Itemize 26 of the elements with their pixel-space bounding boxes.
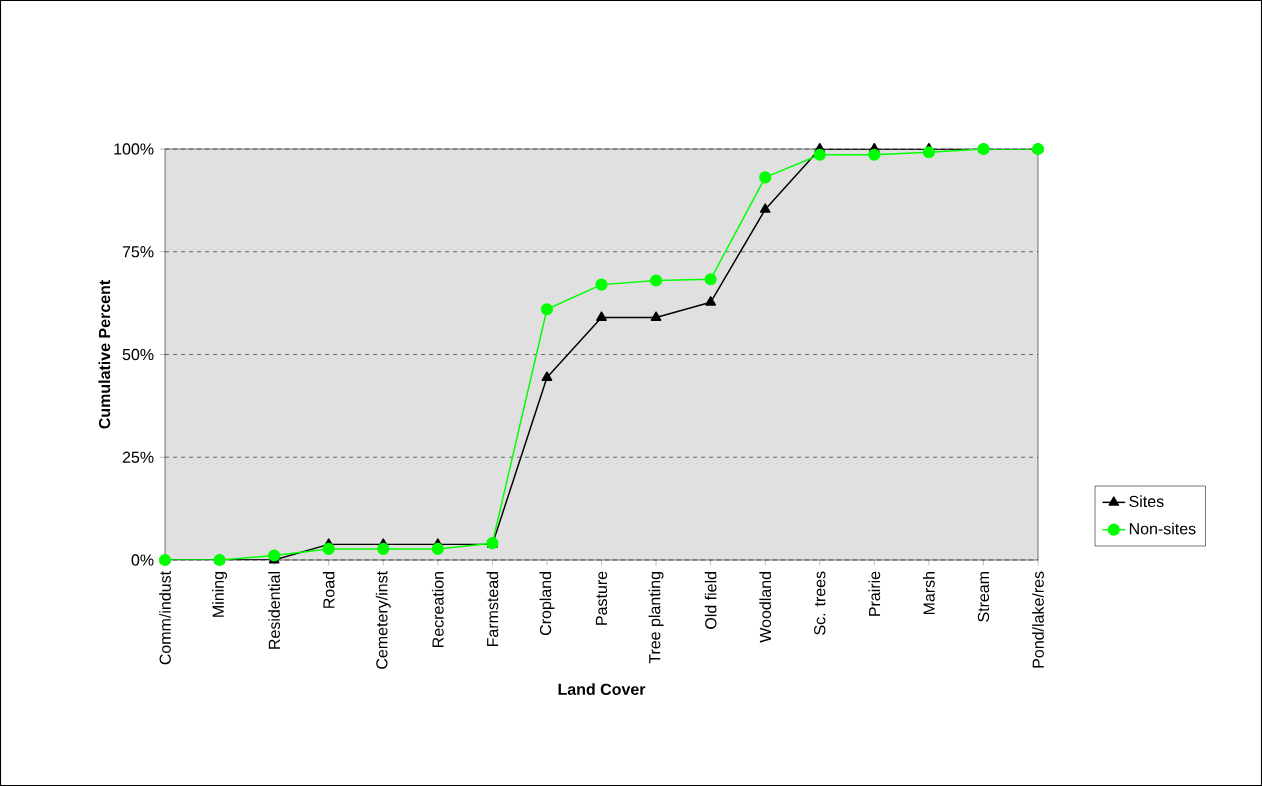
y-tick-label: 100% — [114, 143, 154, 155]
y-tick-label: 25% — [122, 451, 154, 463]
x-tick-label: Tree planting — [648, 572, 664, 664]
x-tick-label: Woodland — [759, 571, 772, 643]
legend-label: Non-sites — [1129, 522, 1196, 535]
x-tick-label: Residential — [268, 572, 280, 649]
x-tick-label: Mining — [212, 571, 228, 617]
y-axis-title: Cumulative Percent — [98, 280, 111, 429]
x-tick-label: Farmstead — [486, 571, 499, 647]
x-tick-label: Marsh — [923, 571, 935, 615]
x-tick-label: Sc. trees — [814, 571, 826, 635]
x-tick-label: Old field — [704, 571, 717, 629]
y-tick-label: 0% — [131, 554, 154, 566]
legend-label: Sites — [1129, 495, 1164, 508]
x-tick-label: Pond/lake/res — [1032, 571, 1044, 668]
x-tick-label: Prairie — [868, 571, 881, 616]
x-tick-label: Cemetery/inst — [375, 571, 391, 669]
x-tick-label: Road — [322, 571, 335, 608]
x-tick-label: Cropland — [539, 571, 555, 636]
x-tick-label: Comm/indust — [159, 571, 171, 665]
y-tick-label: 50% — [122, 348, 154, 361]
x-tick-label: Recreation — [431, 571, 444, 647]
x-tick-label: Stream — [977, 571, 990, 622]
x-axis-title: Land Cover — [558, 683, 646, 695]
x-tick-label: Pasture — [595, 571, 608, 625]
y-tick-label: 75% — [122, 246, 154, 258]
